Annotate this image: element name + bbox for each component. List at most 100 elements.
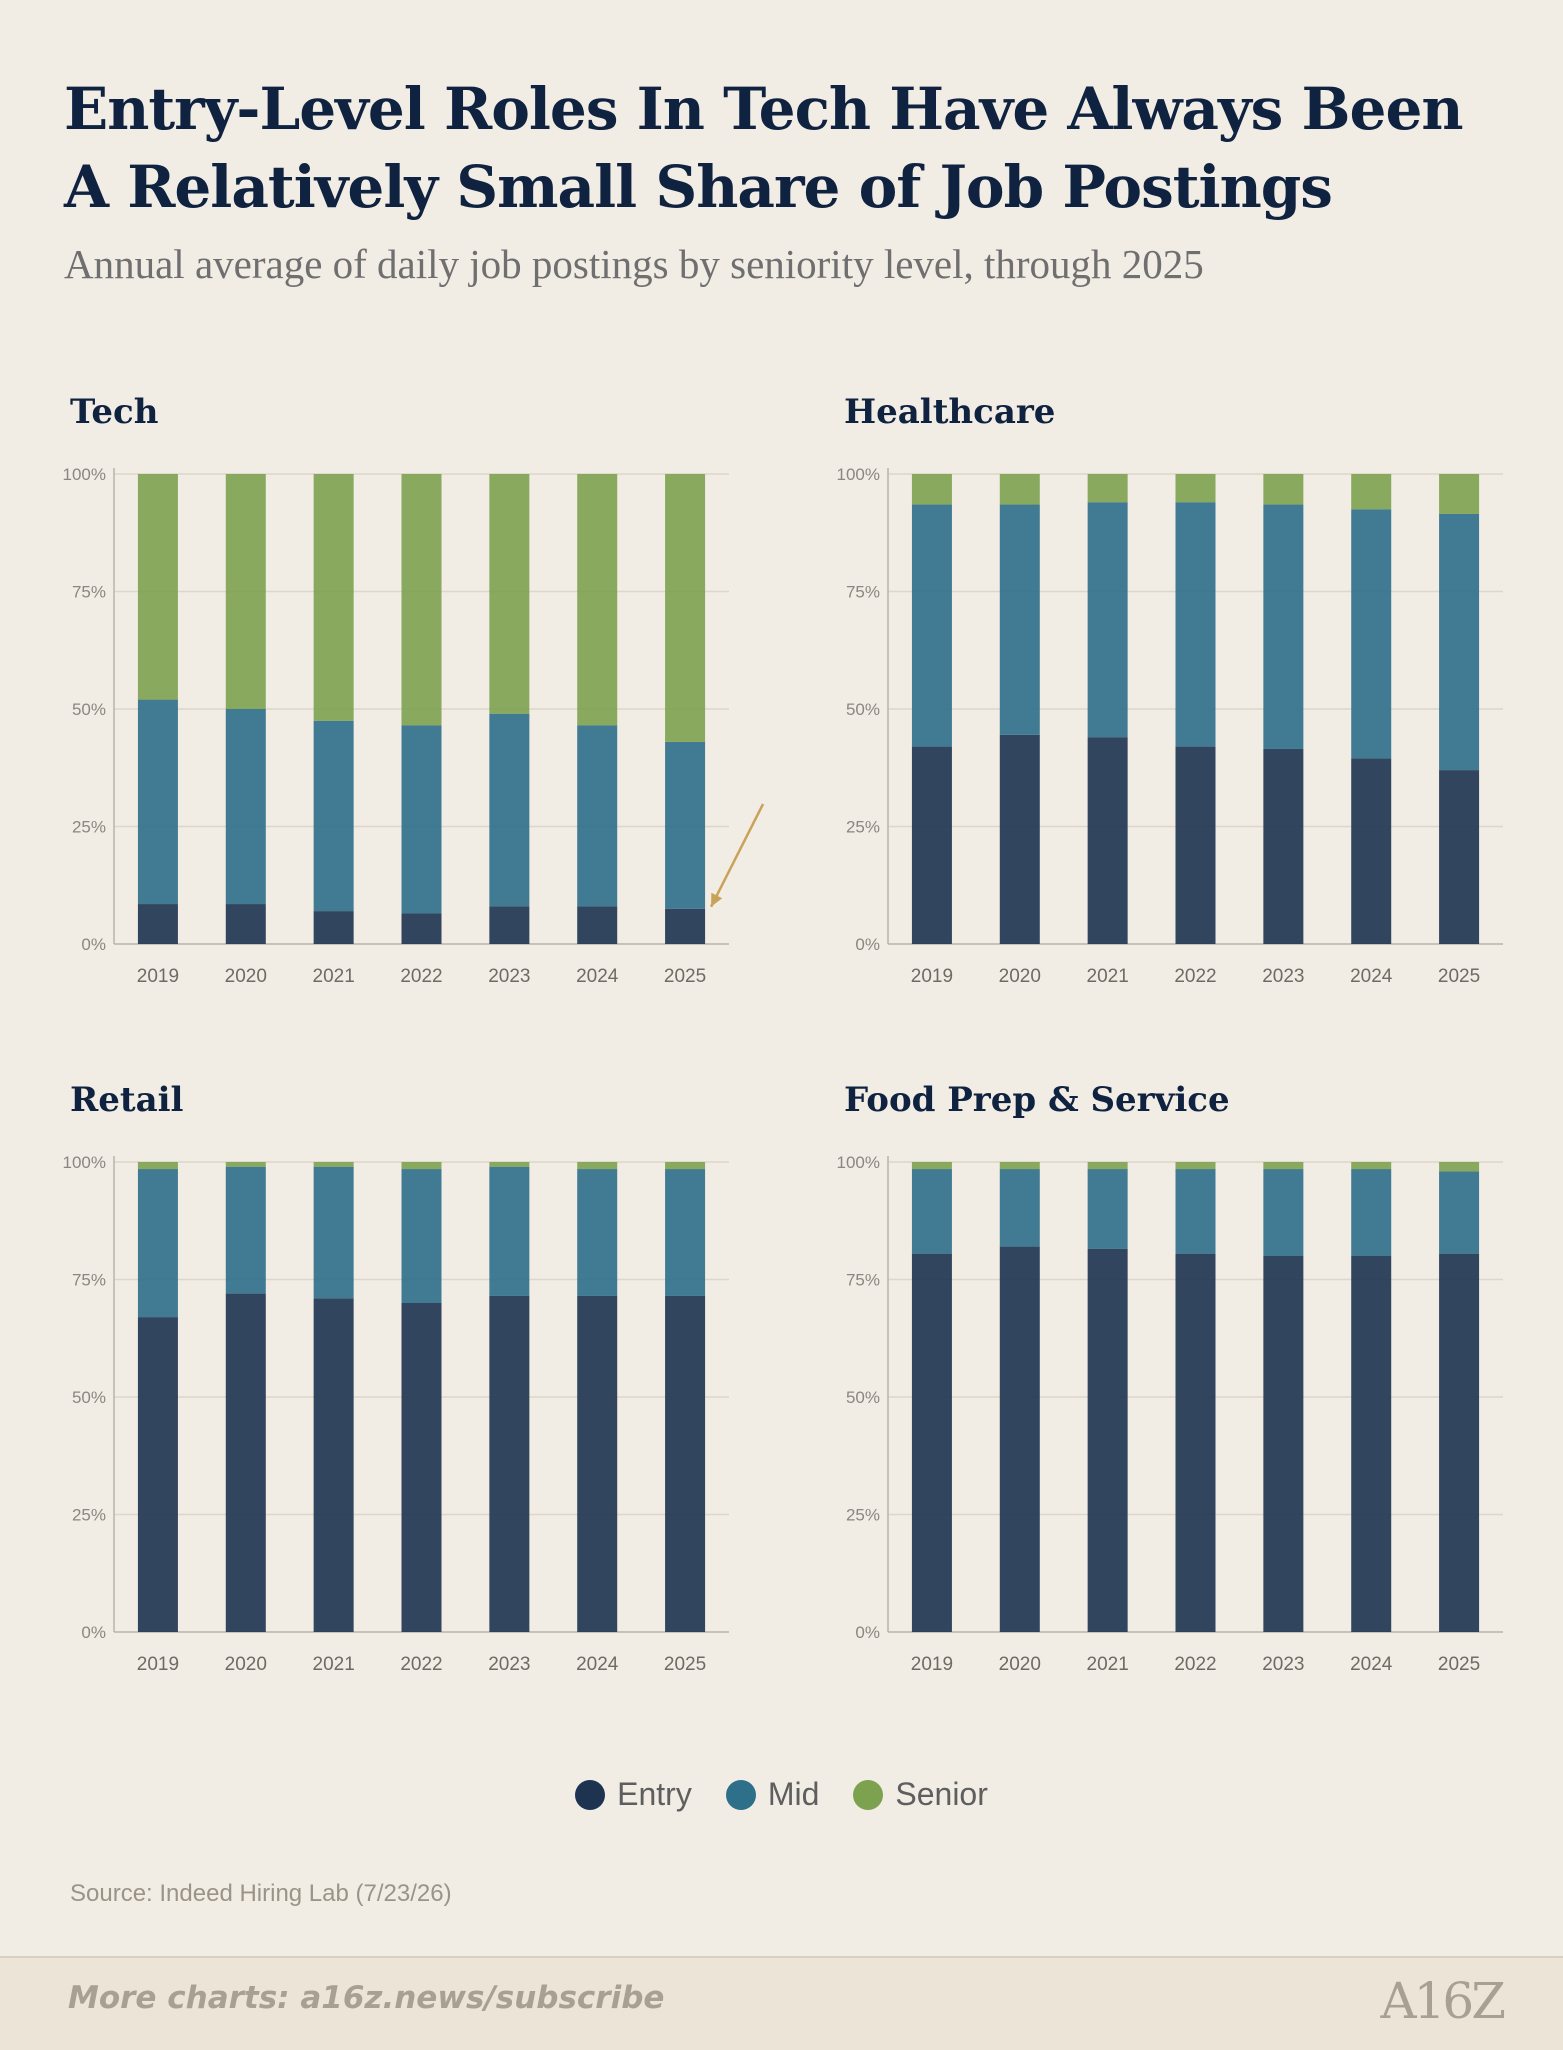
y-tick-label: 0% <box>855 1623 880 1642</box>
bar-segment-entry <box>1263 1256 1304 1632</box>
bar-segment-senior <box>225 1162 266 1167</box>
bar-segment-senior <box>577 474 618 726</box>
bar-segment-senior <box>911 474 952 505</box>
bar-segment-senior <box>577 1162 618 1170</box>
x-tick-label: 2020 <box>999 966 1041 987</box>
bar-segment-entry <box>1263 748 1304 944</box>
bar-segment-entry <box>225 904 266 944</box>
x-tick-label: 2022 <box>400 966 442 987</box>
y-tick-label: 75% <box>846 583 880 602</box>
y-tick-label: 100% <box>63 1153 106 1172</box>
y-tick-label: 50% <box>72 1388 106 1407</box>
legend: Entry Mid Senior <box>0 1776 1563 1813</box>
y-tick-label: 25% <box>846 818 880 837</box>
bar-segment-mid <box>489 713 530 907</box>
footer-banner: More charts: a16z.news/subscribe A16Z <box>0 1956 1563 2050</box>
y-tick-label: 75% <box>72 583 106 602</box>
x-tick-label: 2025 <box>664 966 706 987</box>
x-tick-label: 2021 <box>313 1654 355 1675</box>
bar-segment-mid <box>225 709 266 905</box>
chart-tech: 0% 25% 50% 75% 100% 2019 2020 2021 2022 2023 2024 2… <box>63 465 765 987</box>
bar-segment-mid <box>137 1169 178 1318</box>
x-tick-label: 2023 <box>1262 966 1304 987</box>
bar-segment-senior <box>489 1162 530 1167</box>
y-tick-label: 0% <box>855 935 880 954</box>
x-tick-label: 2022 <box>1174 966 1216 987</box>
x-tick-label: 2019 <box>911 1654 953 1675</box>
bar-segment-senior <box>665 474 706 742</box>
x-tick-label: 2019 <box>137 966 179 987</box>
x-tick-label: 2020 <box>225 1654 267 1675</box>
bar-segment-senior <box>401 1162 442 1170</box>
bar-segment-entry <box>1351 1256 1392 1632</box>
bar-segment-entry <box>137 1317 178 1632</box>
chart-title: Healthcare <box>844 392 1056 432</box>
chart-panel-healthcare: Healthcare 0% 25% 50% 75% 100% 2019 2020 2021 20… <box>837 392 1563 1012</box>
y-tick-label: 0% <box>81 1623 106 1642</box>
chart-panel-food-prep: Food Prep & Service 0% 25% 50% 75% 100% 2019 2… <box>837 1080 1563 1700</box>
bar-segment-senior <box>665 1162 706 1170</box>
bar-segment-senior <box>1087 474 1128 503</box>
bar-segment-mid <box>577 1169 618 1296</box>
y-tick-label: 50% <box>846 700 880 719</box>
bar-segment-senior <box>313 1162 354 1167</box>
bar-segment-senior <box>137 474 178 700</box>
chart-panel-tech: Tech 0% 25% 50% 75% 100% 2019 2020 2021 2022 2023… <box>63 392 804 1012</box>
x-tick-label: 2021 <box>313 966 355 987</box>
bar-segment-senior <box>401 474 442 726</box>
legend-swatch <box>853 1779 884 1810</box>
bar-segment-senior <box>489 474 530 714</box>
chart-retail: 0% 25% 50% 75% 100% 2019 2020 2021 2022 2023 2024 2… <box>63 1153 729 1675</box>
bar-segment-entry <box>911 746 952 944</box>
x-tick-label: 2021 <box>1087 966 1129 987</box>
bar-segment-entry <box>665 908 706 944</box>
subscribe-link[interactable]: More charts: a16z.news/subscribe <box>68 1980 665 2016</box>
bar-segment-entry <box>1175 746 1216 944</box>
bar-segment-mid <box>225 1166 266 1294</box>
bar-segment-mid <box>313 720 354 912</box>
legend-item-entry: Entry <box>575 1776 692 1813</box>
bar-segment-entry <box>1175 1253 1216 1632</box>
bar-segment-entry <box>401 913 442 944</box>
x-tick-label: 2019 <box>911 966 953 987</box>
bar-segment-senior <box>999 474 1040 505</box>
bar-segment-senior <box>225 474 266 709</box>
bar-segment-mid <box>1087 1169 1128 1249</box>
bar-segment-senior <box>911 1162 952 1170</box>
y-tick-label: 75% <box>846 1271 880 1290</box>
bar-segment-senior <box>999 1162 1040 1170</box>
y-tick-label: 0% <box>81 935 106 954</box>
chart-title: Food Prep & Service <box>844 1080 1230 1120</box>
bar-segment-mid <box>137 699 178 905</box>
bar-segment-entry <box>313 911 354 944</box>
bar-segment-senior <box>1439 474 1480 514</box>
bar-segment-senior <box>1175 474 1216 503</box>
bar-segment-entry <box>401 1303 442 1632</box>
bar-segment-entry <box>225 1293 266 1632</box>
bar-segment-entry <box>1087 737 1128 944</box>
y-tick-label: 100% <box>837 1153 880 1172</box>
bar-segment-senior <box>1087 1162 1128 1170</box>
bar-segment-entry <box>999 1246 1040 1632</box>
chart-title: Retail <box>70 1080 184 1120</box>
bar-segment-entry <box>489 906 530 944</box>
bar-segment-entry <box>137 904 178 944</box>
bar-segment-mid <box>1439 1171 1480 1254</box>
bar-segment-mid <box>401 725 442 914</box>
bar-segment-mid <box>313 1166 354 1299</box>
bar-segment-mid <box>1175 502 1216 747</box>
page-title: Entry-Level Roles In Tech Have Always Be… <box>64 75 1464 221</box>
bar-segment-senior <box>1351 1162 1392 1170</box>
chart-food-prep: 0% 25% 50% 75% 100% 2019 2020 2021 2022 2023 2024 2… <box>837 1153 1503 1675</box>
y-tick-label: 25% <box>846 1506 880 1525</box>
bar-segment-senior <box>1175 1162 1216 1170</box>
bar-segment-senior <box>1263 474 1304 505</box>
bar-segment-entry <box>1351 758 1392 944</box>
x-tick-label: 2023 <box>488 966 530 987</box>
bar-segment-mid <box>911 504 952 747</box>
a16z-logo: A16Z <box>1380 1972 1506 2030</box>
bar-segment-entry <box>1439 770 1480 944</box>
chart-panel-retail: Retail 0% 25% 50% 75% 100% 2019 2020 2021 2022 20… <box>63 1080 804 1700</box>
bar-segment-mid <box>999 1169 1040 1247</box>
bar-segment-entry <box>577 906 618 944</box>
